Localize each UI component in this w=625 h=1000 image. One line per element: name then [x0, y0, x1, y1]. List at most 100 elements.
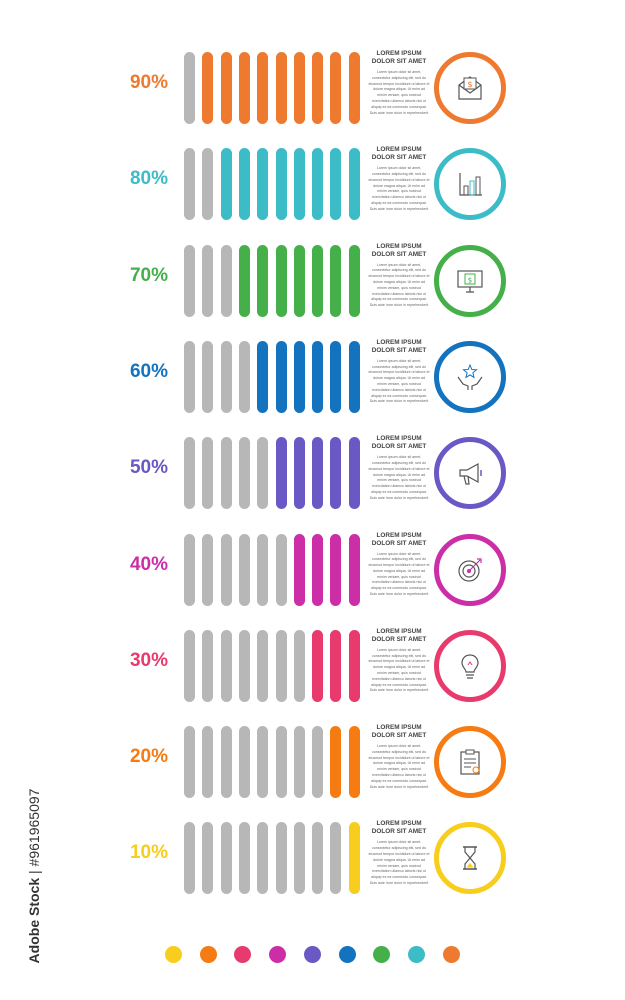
progress-bar-filled — [202, 52, 214, 124]
credit-id: #961965097 — [26, 788, 42, 867]
row-title: LOREM IPSUM DOLOR SIT AMET — [371, 242, 427, 258]
progress-bar-empty — [202, 340, 214, 413]
color-dot — [338, 946, 356, 963]
progress-bar-group — [184, 244, 366, 317]
progress-bar-filled — [257, 52, 269, 124]
progress-bar-filled — [348, 340, 360, 413]
progress-bar-filled — [238, 244, 250, 317]
row-title: LOREM IPSUM DOLOR SIT AMET — [371, 627, 427, 643]
percent-label: 70% — [129, 264, 169, 286]
progress-bar-filled — [275, 437, 287, 510]
progress-bar-filled — [238, 52, 250, 124]
progress-bar-empty — [184, 148, 195, 221]
progress-bar-filled — [257, 340, 269, 413]
row-body-text: Lorem ipsum dolor sit amet, consectetur … — [368, 70, 430, 115]
progress-bar-empty — [184, 822, 195, 895]
color-dot — [442, 946, 460, 963]
progress-bar-filled — [257, 148, 269, 221]
progress-bar-empty — [238, 437, 250, 510]
progress-bar-empty — [275, 533, 287, 606]
progress-bar-empty — [202, 244, 214, 317]
color-dot — [199, 946, 217, 963]
progress-bar-filled — [312, 148, 324, 221]
text-block: LOREM IPSUM DOLOR SIT AMET Lorem ipsum do… — [368, 532, 430, 598]
row-body-text: Lorem ipsum dolor sit amet, consectetur … — [368, 744, 430, 789]
progress-bar-filled — [257, 244, 269, 317]
progress-bar-empty — [220, 822, 232, 895]
row-body-text: Lorem ipsum dolor sit amet, consectetur … — [368, 455, 430, 500]
progress-bar-filled — [330, 629, 342, 702]
row-title: LOREM IPSUM DOLOR SIT AMET — [371, 820, 427, 836]
row-body-text: Lorem ipsum dolor sit amet, consectetur … — [368, 840, 430, 885]
progress-bar-empty — [257, 726, 269, 799]
percent-label: 20% — [129, 746, 169, 768]
icon-circle — [434, 340, 506, 413]
progress-row: 80% LOREM IPSUM DOLOR SIT AMET Lorem ipsum… — [0, 144, 625, 224]
bar-chart-icon — [459, 173, 482, 196]
progress-bar-filled — [293, 244, 305, 317]
progress-bar-empty — [312, 822, 324, 895]
progress-bar-empty — [184, 437, 195, 510]
progress-bar-group — [184, 148, 366, 221]
percent-label: 40% — [129, 553, 169, 575]
progress-bar-filled — [275, 340, 287, 413]
color-legend-dots — [0, 944, 625, 964]
progress-bar-group — [184, 822, 366, 895]
clipboard-icon — [460, 749, 480, 775]
hands-star-icon — [457, 363, 483, 390]
progress-bar-filled — [330, 244, 342, 317]
icon-circle — [434, 726, 506, 799]
progress-bar-empty — [184, 629, 195, 702]
progress-bar-empty — [257, 822, 269, 895]
progress-bar-filled — [293, 148, 305, 221]
text-block: LOREM IPSUM DOLOR SIT AMET Lorem ipsum do… — [368, 243, 430, 309]
text-block: LOREM IPSUM DOLOR SIT AMET Lorem ipsum do… — [368, 724, 430, 790]
target-icon — [458, 557, 482, 582]
icon-circle — [434, 437, 506, 510]
progress-bar-filled — [220, 148, 232, 221]
progress-bar-empty — [330, 822, 342, 895]
color-dot — [303, 946, 321, 963]
hourglass-icon — [463, 846, 477, 871]
progress-bar-filled — [312, 533, 324, 606]
progress-bar-filled — [348, 629, 360, 702]
progress-bar-empty — [202, 726, 214, 799]
progress-bar-filled — [293, 533, 305, 606]
progress-bar-empty — [220, 437, 232, 510]
text-block: LOREM IPSUM DOLOR SIT AMET Lorem ipsum do… — [368, 50, 430, 116]
percent-label: 50% — [129, 457, 169, 479]
progress-bar-filled — [348, 726, 360, 799]
progress-bar-group — [184, 52, 366, 124]
progress-row: 20% LOREM IPSUM DOLOR SIT AMET Lorem ipsum… — [0, 722, 625, 802]
row-title: LOREM IPSUM DOLOR SIT AMET — [371, 435, 427, 451]
progress-bar-filled — [330, 533, 342, 606]
progress-bar-empty — [312, 726, 324, 799]
icon-circle — [434, 629, 506, 702]
color-dot — [165, 946, 182, 963]
progress-bar-filled — [330, 52, 342, 124]
progress-bar-empty — [257, 437, 269, 510]
text-block: LOREM IPSUM DOLOR SIT AMET Lorem ipsum do… — [368, 628, 430, 694]
progress-row: 70% LOREM IPSUM DOLOR SIT AMET Lorem ipsum… — [0, 241, 625, 321]
progress-bar-empty — [184, 726, 195, 799]
percent-label: 10% — [129, 842, 169, 864]
icon-circle — [434, 822, 506, 895]
row-body-text: Lorem ipsum dolor sit amet, consectetur … — [368, 647, 430, 693]
row-title: LOREM IPSUM DOLOR SIT AMET — [371, 146, 427, 162]
progress-bar-empty — [220, 244, 232, 317]
icon-circle — [434, 533, 506, 606]
megaphone-icon — [459, 463, 482, 485]
progress-bar-filled — [293, 437, 305, 510]
progress-bar-empty — [184, 244, 195, 317]
progress-bar-empty — [220, 340, 232, 413]
progress-bar-empty — [220, 726, 232, 799]
progress-bar-empty — [293, 629, 305, 702]
progress-bar-filled — [348, 244, 360, 317]
progress-row: 40% LOREM IPSUM DOLOR SIT AMET Lorem ipsum… — [0, 530, 625, 610]
progress-bar-filled — [220, 52, 232, 124]
progress-bar-empty — [184, 52, 195, 124]
money-envelope-icon: $ — [458, 76, 482, 100]
progress-bar-group — [184, 629, 366, 702]
icon-circle: $ — [434, 52, 506, 124]
progress-bar-empty — [202, 629, 214, 702]
